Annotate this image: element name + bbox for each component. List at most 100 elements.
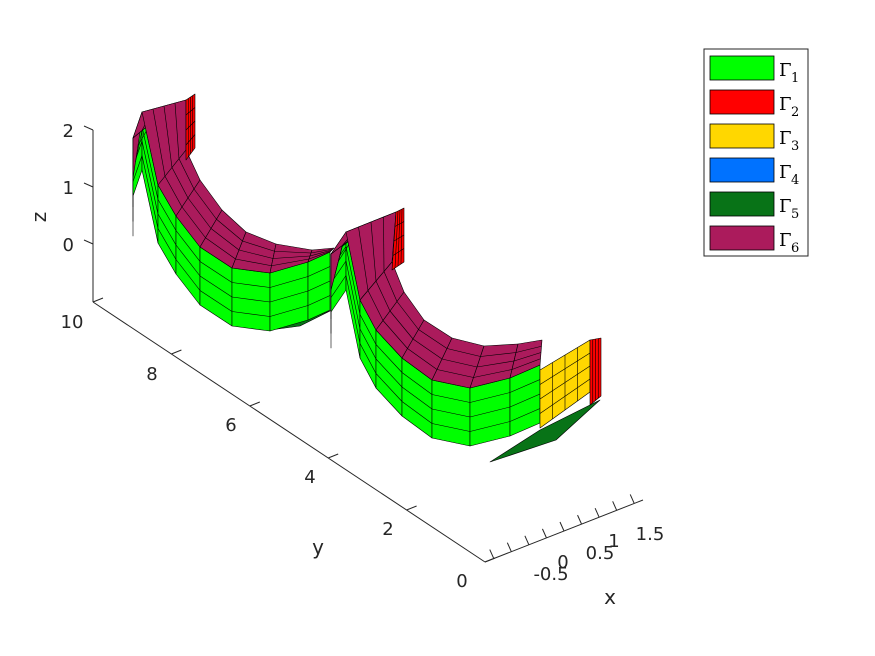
duct-front-top-segment [469, 343, 519, 389]
legend-label: Γ [779, 230, 792, 251]
duct-front-side-segment-gridline [330, 275, 347, 298]
duct-front-side-segment-gridline [359, 328, 377, 360]
legend-swatch [709, 157, 775, 183]
duct-back-side-segment-gridline [141, 140, 159, 215]
legend: Γ 1Γ 2Γ 3Γ 4Γ 5Γ 6 [703, 48, 809, 257]
duct-back-top-segment-gridline [135, 130, 143, 162]
legend-subscript: 5 [791, 207, 799, 222]
y-tick-label: 6 [225, 415, 236, 436]
duct-back-top-segment [307, 247, 335, 263]
y-tick [92, 297, 104, 303]
duct-front-side-segment-gridline [345, 246, 361, 315]
duct-front-top-segment-gridline [389, 310, 414, 340]
duct-front-bottom-face [489, 399, 601, 463]
legend-box [703, 48, 809, 257]
duct-front-side-segment-gridline [509, 393, 541, 408]
duct-back-side-segment-gridline [199, 261, 233, 283]
y-tick [171, 349, 182, 355]
duct-back-top-segment-gridline [174, 102, 180, 159]
duct-back-top-segment-gridline [238, 249, 274, 259]
duct-back-side-segment-gridline [175, 230, 201, 262]
duct-front-side-segment-gridline [401, 386, 433, 410]
duct-back-top-segment-gridline [308, 250, 332, 260]
duct-front-yellow-cap-gridline [539, 378, 591, 414]
duct-back-top-segment-gridline [216, 219, 243, 242]
duct-back-side-segment-gridline [157, 199, 177, 231]
y-tick-label: 8 [146, 364, 157, 385]
duct-back-top-segment [269, 243, 313, 274]
legend-swatch [709, 89, 775, 115]
duct-front-side-segment-gridline [401, 372, 433, 395]
duct-front-side-segment-gridline [375, 344, 403, 373]
x-tick [559, 521, 565, 532]
legend-swatch [709, 225, 775, 251]
duct-front [330, 207, 602, 463]
duct-front-yellow-cap-gridline [539, 365, 591, 400]
duct-front-side-segment [469, 377, 511, 447]
duct-back-side-segment-gridline [157, 213, 177, 246]
legend-subscript: 2 [791, 105, 799, 120]
duct-front-top-segment-gridline [480, 352, 517, 357]
legend-label: Γ [779, 162, 792, 183]
duct-front-side-segment-gridline [469, 421, 511, 432]
x-tick-label: 1 [608, 531, 619, 552]
z-tick-label: 0 [63, 235, 74, 256]
x-tick [594, 508, 600, 518]
legend-subscript: 1 [791, 71, 799, 86]
duct-back-side-segment-gridline [307, 280, 331, 292]
duct-back-top-segment-gridline [181, 206, 206, 238]
duct-front-top-segment-gridline [515, 345, 542, 353]
duct-front-top-segment-gridline [446, 348, 481, 357]
duct-back-top-segment-gridline [210, 228, 240, 251]
duct-back-top-segment-gridline [242, 240, 275, 252]
x-tick [629, 494, 635, 504]
duct-front-top-segment-gridline [511, 358, 541, 370]
legend-subscript: 4 [791, 173, 799, 188]
duct-back-side-segment-gridline [157, 228, 177, 260]
duct-front-top-segment-gridline [436, 369, 474, 378]
duct-back-top-segment [231, 231, 277, 274]
duct-back-side-segment-gridline [231, 296, 271, 303]
duct-back-side-segment-gridline [199, 275, 233, 298]
duct-back-top-segment-gridline [178, 158, 195, 190]
y-tick [406, 505, 417, 511]
legend-label: Γ [779, 94, 792, 115]
duct-back-top-segment-gridline [272, 255, 311, 259]
x-tick-label: 0.5 [586, 543, 615, 564]
y-tick-label: 0 [456, 571, 467, 592]
legend-swatch [709, 191, 775, 217]
x-tick [577, 514, 583, 525]
duct-back-top-segment-gridline [310, 248, 334, 254]
x-tick [506, 542, 512, 552]
duct-back-red-cap [185, 93, 196, 161]
duct-front-top-segment-gridline [370, 221, 377, 282]
duct-front-top-segment-gridline [412, 338, 443, 360]
duct-back-top-segment-gridline [309, 249, 333, 257]
duct-front-side-segment-gridline [375, 373, 403, 402]
duct-front-top-segment-gridline [375, 280, 391, 312]
duct-back-side-segment-gridline [307, 266, 331, 277]
duct-front-red-side [589, 337, 602, 406]
duct-back-top-segment-gridline [235, 258, 272, 267]
duct-front-side-segment-gridline [345, 260, 361, 330]
legend-swatch [709, 123, 775, 149]
duct-front-top-segment [509, 339, 543, 379]
duct-back-top-segment-gridline [193, 188, 217, 220]
y-axis-line [92, 301, 486, 563]
duct-front-side-segment-gridline [509, 379, 541, 393]
duct-back-top-segment-gridline [274, 250, 312, 254]
y-tick-label: 10 [61, 312, 84, 333]
duct-front-top-segment-gridline [367, 290, 384, 321]
duct-front-top-segment-gridline [383, 216, 385, 272]
duct-back-top-segment [157, 149, 201, 217]
duct-back-side-segment-gridline [231, 282, 271, 288]
duct-back-top-segment-gridline [187, 197, 212, 229]
duct-front-side-segment-gridline [359, 343, 377, 374]
